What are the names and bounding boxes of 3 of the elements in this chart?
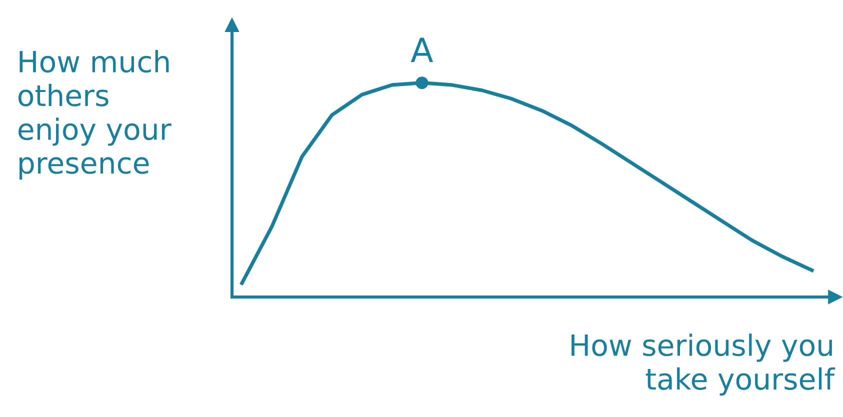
y-axis-title: How much others enjoy your presence — [18, 50, 172, 180]
annotation: A — [410, 38, 434, 62]
x-axis-title: How seriously you take yourself — [572, 334, 836, 396]
